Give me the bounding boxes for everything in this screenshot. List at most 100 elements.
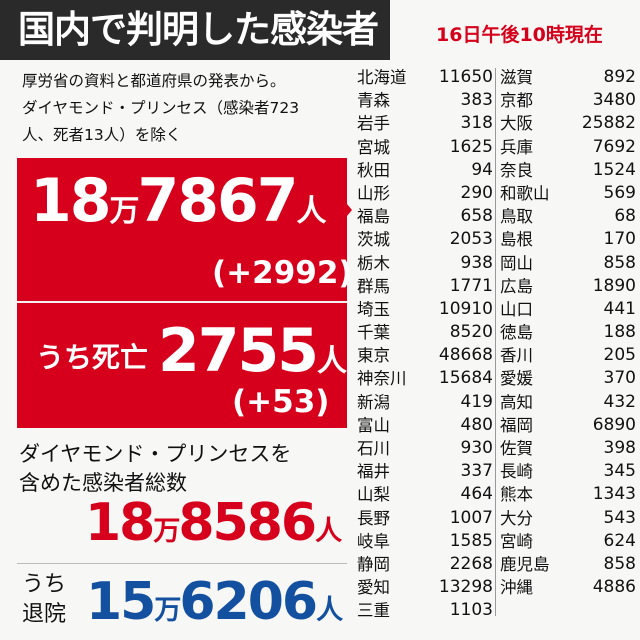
prefecture-row: 岡山 858 — [500, 252, 636, 275]
prefecture-name: 群馬 — [357, 276, 390, 296]
prefecture-count: 1007 — [449, 507, 493, 528]
total-man-value: 18 — [85, 493, 155, 553]
dp-label-line: 含めた感染者総数 — [19, 471, 187, 495]
dp-total-label: ダイヤモンド・プリンセスを 含めた感染者総数 — [19, 440, 291, 498]
prefecture-name: 香川 — [500, 346, 533, 366]
panel-divider — [17, 301, 347, 303]
recovered-label-line: うち — [22, 572, 67, 597]
prefecture-name: 山口 — [500, 299, 533, 319]
prefecture-name: 福岡 — [500, 415, 533, 435]
prefecture-count: 383 — [460, 90, 493, 111]
prefecture-count: 94 — [471, 159, 493, 180]
prefecture-count: 1585 — [449, 530, 493, 551]
prefecture-count: 1524 — [592, 159, 636, 180]
deaths-unit: 人 — [317, 344, 347, 379]
prefecture-count: 938 — [460, 252, 493, 273]
prefecture-row: 大分 543 — [500, 507, 636, 530]
recovered-unit: 人 — [316, 595, 343, 626]
prefecture-row: 兵庫 7692 — [500, 136, 636, 159]
prefecture-row: 富山 480 — [357, 414, 493, 437]
deaths-value: 2755 — [158, 316, 319, 386]
recovered-man-unit: 万 — [154, 595, 181, 626]
prefecture-count: 170 — [603, 229, 636, 250]
prefecture-name: 山梨 — [357, 485, 390, 505]
prefecture-count: 48668 — [438, 345, 493, 366]
prefecture-row: 佐賀 398 — [500, 437, 636, 460]
note-line: 厚労省の資料と都道府県の発表から。 — [22, 72, 286, 90]
prefecture-count: 930 — [460, 438, 493, 458]
prefecture-name: 高知 — [500, 392, 533, 412]
prefecture-row: 茨城 2053 — [357, 228, 493, 251]
prefecture-row: 京都 3480 — [500, 89, 636, 112]
prefecture-count: 441 — [603, 298, 636, 319]
prefecture-row: 福島 658 — [357, 205, 493, 228]
prefecture-count: 398 — [603, 438, 636, 458]
infected-delta: (+2992) — [212, 255, 353, 291]
prefecture-row: 長野 1007 — [357, 507, 493, 530]
prefecture-name: 大分 — [500, 508, 533, 528]
total-value: 8586 — [178, 493, 317, 553]
prefecture-name: 福島 — [357, 207, 390, 227]
prefecture-row: 滋賀 892 — [500, 66, 636, 89]
prefecture-row: 徳島 188 — [500, 321, 636, 344]
prefecture-row: 熊本 1343 — [500, 483, 636, 506]
prefecture-count: 1771 — [449, 275, 493, 296]
prefecture-count: 432 — [603, 391, 636, 412]
prefecture-count: 318 — [460, 113, 493, 134]
prefecture-row: 石川 930 — [357, 437, 493, 460]
prefecture-list-left: 北海道 11650 青森 383 岩手 318 宮城 1625 秋田 94 山形 290 福島 658 茨城… — [357, 66, 493, 623]
prefecture-name: 沖縄 — [500, 578, 533, 598]
timestamp: 16日午後10時現在 — [436, 24, 603, 46]
prefecture-row: 岐阜 1585 — [357, 530, 493, 553]
title-bar — [0, 0, 390, 60]
prefecture-count: 858 — [603, 252, 636, 273]
source-note: 厚労省の資料と都道府県の発表から。 ダイヤモンド・プリンセス（感染者723 人、… — [22, 68, 352, 149]
prefecture-name: 佐賀 — [500, 439, 533, 458]
prefecture-count: 658 — [460, 206, 493, 227]
prefecture-row: 和歌山 569 — [500, 182, 636, 205]
prefecture-row: 山梨 464 — [357, 483, 493, 506]
prefecture-name: 愛媛 — [500, 369, 533, 389]
section-divider — [17, 563, 347, 564]
prefecture-row: 沖縄 4886 — [500, 576, 636, 599]
total-man-unit: 万 — [153, 516, 180, 547]
infected-man-unit: 万 — [109, 194, 140, 229]
prefecture-name: 奈良 — [500, 160, 533, 180]
prefecture-row: 三重 1103 — [357, 599, 493, 622]
prefecture-row: 愛知 13298 — [357, 576, 493, 599]
prefecture-name: 京都 — [500, 91, 533, 111]
prefecture-name: 静岡 — [357, 554, 390, 574]
prefecture-name: 山形 — [357, 183, 390, 203]
prefecture-count: 10910 — [438, 298, 493, 319]
prefecture-count: 6890 — [592, 414, 636, 435]
prefecture-row: 宮城 1625 — [357, 136, 493, 159]
prefecture-count: 1890 — [592, 275, 636, 296]
prefecture-row: 奈良 1524 — [500, 159, 636, 182]
prefecture-count: 7692 — [592, 136, 636, 157]
prefecture-name: 茨城 — [357, 230, 390, 250]
prefecture-row: 高知 432 — [500, 391, 636, 414]
prefecture-row: 大阪 25882 — [500, 112, 636, 135]
prefecture-row: 埼玉 10910 — [357, 298, 493, 321]
prefecture-name: 岐阜 — [357, 531, 390, 551]
prefecture-name: 愛知 — [357, 578, 390, 598]
prefecture-row: 北海道 11650 — [357, 66, 493, 89]
prefecture-name: 長野 — [357, 508, 390, 528]
prefecture-row: 秋田 94 — [357, 159, 493, 182]
recovered-total: 15万6206人 — [86, 572, 343, 632]
prefecture-row: 広島 1890 — [500, 275, 636, 298]
prefecture-row: 千葉 8520 — [357, 321, 493, 344]
prefecture-count: 892 — [603, 67, 636, 87]
prefecture-count: 858 — [603, 553, 636, 574]
prefecture-count: 25882 — [581, 113, 636, 134]
column-divider — [495, 68, 496, 616]
prefecture-name: 埼玉 — [357, 299, 390, 319]
prefecture-name: 宮城 — [357, 137, 390, 157]
prefecture-name: 三重 — [357, 601, 390, 621]
deaths-label: うち死亡 — [36, 341, 149, 374]
prefecture-count: 337 — [460, 461, 493, 482]
recovered-man-value: 15 — [86, 572, 156, 632]
prefecture-count: 290 — [460, 182, 493, 203]
prefecture-name: 長崎 — [500, 462, 533, 482]
note-line: ダイヤモンド・プリンセス（感染者723 — [22, 99, 300, 117]
